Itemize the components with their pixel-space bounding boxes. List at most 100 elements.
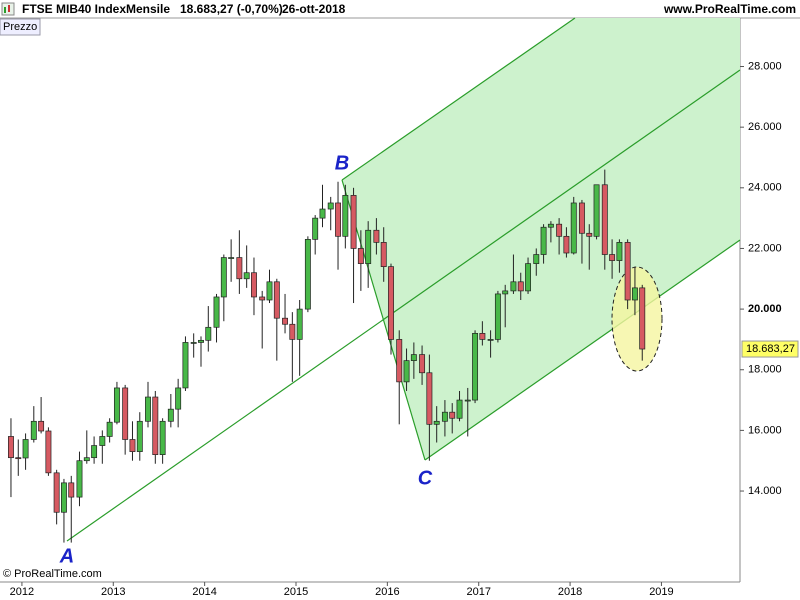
last-price-box xyxy=(741,340,799,358)
candle-body xyxy=(205,326,212,341)
candle-body xyxy=(15,457,22,460)
candle-body xyxy=(441,411,448,422)
candle-body xyxy=(122,387,129,440)
candle-body xyxy=(502,290,509,295)
candle-body xyxy=(259,296,266,301)
candle-body xyxy=(136,420,143,452)
candle-body xyxy=(624,242,631,301)
x-tick-label: 2016 xyxy=(375,586,399,598)
candle-body xyxy=(327,202,334,210)
candle-body xyxy=(616,242,623,261)
candle-body xyxy=(312,217,319,240)
candle-body xyxy=(129,439,136,452)
candle-body xyxy=(273,281,280,319)
candle-body xyxy=(380,242,387,267)
candle-body xyxy=(540,226,547,255)
candle-body xyxy=(319,208,326,219)
candle-body xyxy=(403,360,410,383)
candle-body xyxy=(388,266,394,340)
candle-body xyxy=(266,281,273,301)
candle-body xyxy=(91,445,98,459)
candle-body xyxy=(456,399,463,419)
candle-body xyxy=(639,287,646,350)
candle-body xyxy=(8,436,14,459)
y-tick-label: 22.000 xyxy=(748,242,782,254)
candle-body xyxy=(228,257,235,259)
candle-body xyxy=(350,195,357,249)
candle-body xyxy=(396,339,403,383)
instrument: FTSE MIB40 Index xyxy=(22,2,126,16)
y-tick-label: 20.000 xyxy=(748,303,782,315)
y-tick-label: 26.000 xyxy=(748,121,782,133)
candle-body xyxy=(342,195,349,237)
candle-body xyxy=(479,333,486,340)
y-tick-label: 28.000 xyxy=(748,60,782,72)
candle-body xyxy=(45,430,52,474)
candle-body xyxy=(152,396,159,455)
candle-body xyxy=(304,239,311,310)
candle-body xyxy=(426,372,433,425)
x-tick-label: 2014 xyxy=(192,586,216,598)
x-tick-label: 2019 xyxy=(649,586,673,598)
header-icon xyxy=(1,2,15,16)
candle-body xyxy=(38,420,45,432)
candle-body xyxy=(533,254,540,264)
candle-body xyxy=(243,272,250,280)
candle-body xyxy=(182,342,189,389)
candle-body xyxy=(190,342,197,344)
x-tick-label: 2012 xyxy=(10,586,34,598)
candle-body xyxy=(593,184,600,237)
marks xyxy=(8,169,646,543)
y-tick-label: 14.000 xyxy=(748,485,782,497)
y-tick-label: 24.000 xyxy=(748,182,782,194)
x-tick-label: 2017 xyxy=(466,586,490,598)
candle-body xyxy=(159,420,166,455)
x-tick-label: 2015 xyxy=(284,586,308,598)
candle-body xyxy=(22,439,29,459)
candle-body xyxy=(175,387,182,410)
candle-body xyxy=(547,223,554,228)
x-tick-label: 2013 xyxy=(101,586,125,598)
annotation: A xyxy=(59,545,74,567)
candle-body xyxy=(570,202,577,254)
candle-body xyxy=(510,281,517,292)
candle-body xyxy=(76,460,83,498)
candle-body xyxy=(167,408,174,422)
candle-body xyxy=(213,296,220,328)
candle-body xyxy=(198,339,204,343)
candle-body xyxy=(145,396,151,422)
candle-body xyxy=(494,293,501,340)
candle-body xyxy=(106,421,113,437)
annotation: C xyxy=(418,467,433,489)
candle-body xyxy=(410,354,417,361)
candle-body xyxy=(61,482,67,513)
candle-body xyxy=(601,184,608,255)
x-tick-label: 2018 xyxy=(558,586,582,598)
site: www.ProRealTime.com xyxy=(663,2,796,16)
panel-label-box xyxy=(0,18,41,36)
candle-body xyxy=(449,411,456,419)
candle-body xyxy=(472,333,479,401)
candle-body xyxy=(433,420,440,425)
candle-body xyxy=(289,323,296,340)
candle-body xyxy=(556,223,563,237)
candle-body xyxy=(83,457,90,462)
candle-body xyxy=(282,317,288,325)
panel-label: Prezzo xyxy=(3,21,37,33)
candle-body xyxy=(365,229,372,264)
candle-body xyxy=(30,420,37,440)
candle-body xyxy=(373,229,380,243)
candle-body xyxy=(357,248,364,264)
y-tick-label: 18.000 xyxy=(748,364,782,376)
candle-body xyxy=(579,202,585,234)
candle-body xyxy=(487,339,494,341)
candle-body xyxy=(251,272,257,298)
highlight-ellipse xyxy=(611,266,663,372)
candle-body xyxy=(563,235,570,254)
candle-body xyxy=(631,287,638,301)
candle-body xyxy=(586,232,593,237)
candle-body xyxy=(517,281,524,292)
candle-body xyxy=(419,354,426,374)
candle-body xyxy=(236,257,243,280)
